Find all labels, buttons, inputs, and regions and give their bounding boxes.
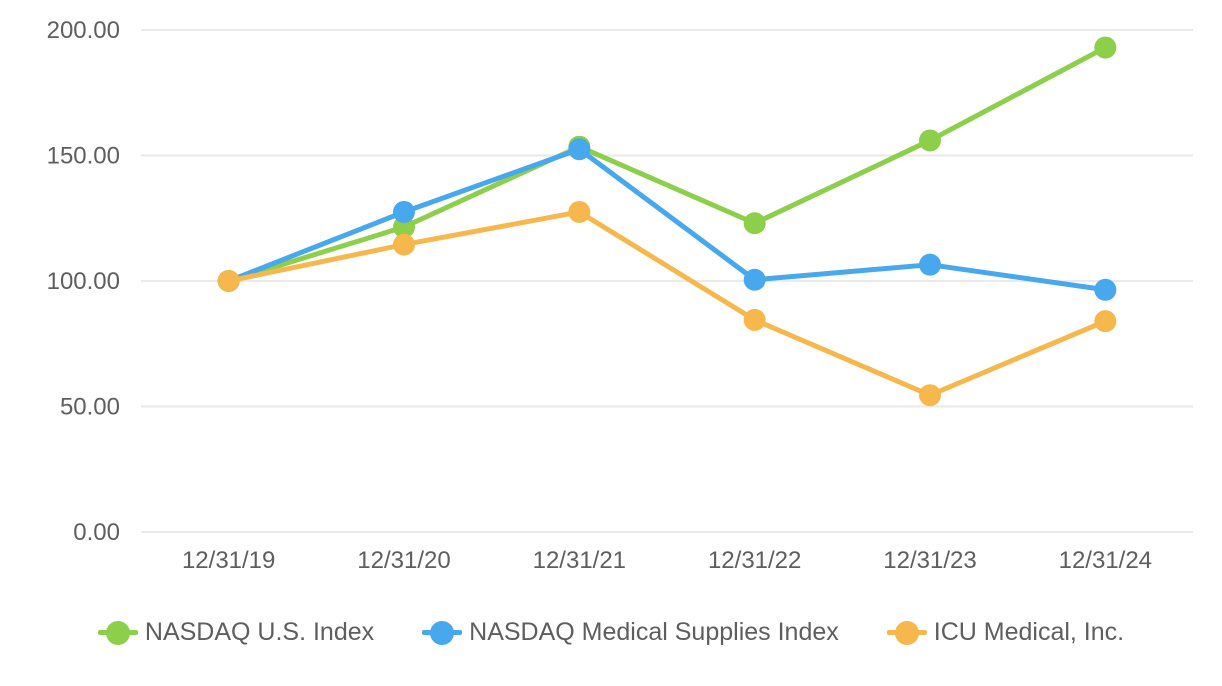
legend-dot-icon (430, 620, 455, 645)
x-tick-label: 12/31/21 (533, 547, 626, 574)
data-point (568, 138, 591, 161)
x-tick-label: 12/31/24 (1059, 547, 1152, 574)
data-point (1094, 278, 1117, 301)
legend-label: NASDAQ Medical Supplies Index (469, 618, 839, 646)
series-2 (217, 200, 1117, 407)
y-tick-label: 0.00 (73, 519, 120, 546)
y-tick-label: 150.00 (47, 143, 120, 170)
legend-marker-orange (886, 620, 927, 646)
data-point (743, 212, 766, 235)
y-tick-label: 50.00 (60, 394, 120, 421)
x-tick-label: 12/31/20 (357, 547, 450, 574)
y-tick-label: 200.00 (47, 17, 120, 44)
data-point (217, 270, 240, 292)
x-tick-label: 12/31/19 (182, 547, 275, 574)
data-point (919, 129, 941, 152)
legend-item-nasdaq-medical-supplies-index: NASDAQ Medical Supplies Index (422, 618, 839, 647)
data-point (393, 200, 415, 223)
legend-label: ICU Medical, Inc. (933, 618, 1125, 646)
legend-marker-green (97, 620, 138, 646)
data-point (743, 268, 766, 291)
data-point (1094, 36, 1117, 59)
data-point (393, 233, 415, 256)
data-point (919, 253, 941, 276)
data-point (919, 384, 941, 407)
legend-label: NASDAQ U.S. Index (144, 618, 375, 646)
series-line (227, 45, 1107, 284)
series-1 (217, 138, 1117, 301)
chart-legend: NASDAQ U.S. Index NASDAQ Medical Supplie… (0, 618, 1222, 647)
x-tick-label: 12/31/23 (883, 547, 976, 574)
series-line (228, 209, 1107, 398)
series-line (227, 146, 1106, 293)
legend-item-icu-medical: ICU Medical, Inc. (886, 618, 1125, 647)
data-point (1094, 310, 1117, 333)
chart-plot-area: 200.00 150.00 100.00 50.00 0.00 12/31/19 12/31… (47, 17, 1193, 574)
y-tick-label: 100.00 (47, 268, 120, 295)
legend-dot-icon (105, 620, 130, 645)
legend-marker-blue (422, 620, 463, 646)
legend-item-nasdaq-us-index: NASDAQ U.S. Index (97, 618, 375, 647)
data-point (393, 216, 415, 239)
data-point (568, 200, 591, 223)
legend-dot-icon (894, 620, 919, 645)
data-point (743, 308, 766, 331)
x-tick-label: 12/31/22 (708, 547, 801, 574)
